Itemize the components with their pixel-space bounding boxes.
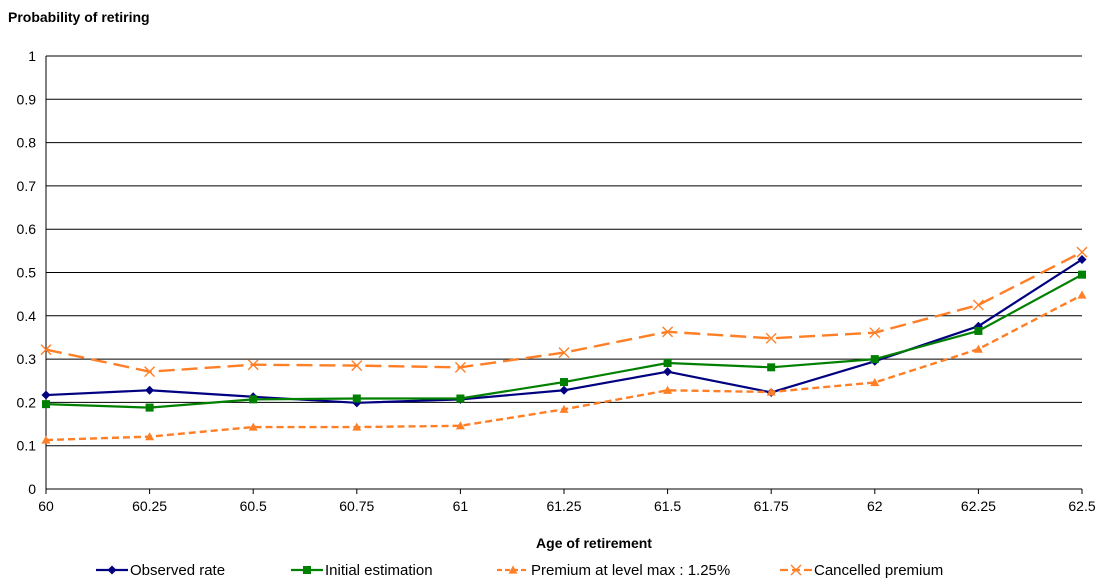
x-tick-labels: 60 60.25 60.5 60.75 61 61.25 61.5 61.75 62 62.25 6…: [38, 489, 1096, 514]
x-tick-label: 61.25: [546, 498, 581, 514]
x-tick-label: 60.25: [132, 498, 167, 514]
data-point-square: [663, 358, 672, 367]
data-point-x: [765, 332, 777, 344]
x-tick-label: 60.75: [339, 498, 374, 514]
series-line: [45, 293, 1083, 442]
data-point-square: [870, 355, 879, 364]
data-point-diamond: [559, 385, 569, 395]
y-tick-label: 0.3: [17, 351, 37, 367]
data-point-diamond: [663, 367, 673, 377]
y-tick-label: 0.1: [17, 438, 37, 454]
x-tick-label: 60.5: [240, 498, 267, 514]
data-point-x: [351, 360, 363, 372]
y-tick-label: 1: [28, 48, 36, 64]
legend-item: Observed rate: [96, 562, 225, 579]
data-point-square: [249, 395, 258, 404]
data-point-x: [869, 327, 881, 339]
series-line: [45, 251, 1083, 373]
legend: Observed rate Initial estimation Premium a…: [96, 562, 943, 579]
gridlines: [45, 55, 1082, 490]
series-1: [42, 270, 1086, 412]
y-tick-label: 0.7: [17, 178, 37, 194]
x-tick-label: 62.25: [961, 498, 996, 514]
data-point-triangle: [663, 385, 673, 394]
data-point-square: [145, 403, 154, 412]
data-point-triangle: [145, 432, 155, 441]
y-tick-label: 0.9: [17, 91, 37, 107]
data-point-diamond: [41, 390, 51, 400]
data-point-x: [454, 361, 466, 373]
legend-label: Cancelled premium: [814, 562, 943, 579]
data-point-triangle: [1077, 290, 1087, 299]
x-tick-label: 61.5: [654, 498, 681, 514]
data-point-x: [972, 299, 984, 311]
y-tick-label: 0.5: [17, 265, 37, 281]
y-tick-label: 0: [28, 481, 36, 497]
x-axis-title: Age of retirement: [536, 535, 652, 551]
legend-label: Observed rate: [130, 562, 225, 579]
data-point-triangle: [870, 377, 880, 387]
x-tick-label: 62: [867, 498, 883, 514]
data-point-square: [42, 400, 50, 409]
data-point-x: [247, 359, 259, 371]
data-point-square: [456, 394, 465, 403]
data-point-triangle: [508, 565, 518, 574]
data-point-square: [303, 566, 311, 574]
y-tick-label: 0.6: [17, 221, 37, 237]
data-point-diamond: [107, 565, 117, 575]
series-3: [40, 246, 1088, 378]
series-lines: [40, 246, 1088, 444]
data-point-square: [560, 378, 568, 387]
legend-label: Premium at level max : 1.25%: [531, 562, 730, 579]
x-tick-label: 61.75: [754, 498, 789, 514]
data-point-triangle: [248, 422, 258, 431]
data-point-diamond: [145, 385, 155, 395]
data-point-triangle: [352, 422, 362, 431]
x-tick-label: 60: [38, 498, 54, 514]
data-point-square: [352, 394, 361, 403]
legend-item: Cancelled premium: [780, 562, 943, 579]
data-point-triangle: [41, 435, 51, 444]
data-point-square: [767, 363, 776, 372]
data-point-triangle: [766, 387, 776, 396]
data-point-x: [790, 564, 802, 576]
y-axis-title: Probability of retiring: [8, 9, 150, 25]
data-point-x: [40, 344, 52, 356]
data-point-triangle: [973, 344, 983, 353]
y-tick-label: 0.8: [17, 135, 37, 151]
data-point-x: [1076, 246, 1088, 258]
y-tick-label: 0.4: [17, 308, 37, 324]
legend-item: Premium at level max : 1.25%: [497, 562, 730, 579]
data-point-x: [662, 326, 674, 338]
y-tick-labels: 0 0.1 0.2 0.3 0.4 0.5 0.6 0.7 0.8 0.9 1: [17, 48, 37, 497]
data-point-x: [558, 347, 570, 359]
x-tick-label: 61: [453, 498, 469, 514]
x-tick-label: 62.5: [1068, 498, 1095, 514]
legend-label: Initial estimation: [325, 562, 433, 579]
y-tick-label: 0.2: [17, 394, 37, 410]
data-point-triangle: [455, 421, 465, 430]
data-point-triangle: [559, 404, 569, 413]
data-point-square: [974, 326, 983, 335]
data-point-square: [1078, 270, 1086, 279]
series-2: [41, 290, 1087, 444]
data-point-diamond: [1077, 255, 1087, 265]
legend-item: Initial estimation: [291, 562, 433, 579]
data-point-x: [144, 366, 156, 378]
